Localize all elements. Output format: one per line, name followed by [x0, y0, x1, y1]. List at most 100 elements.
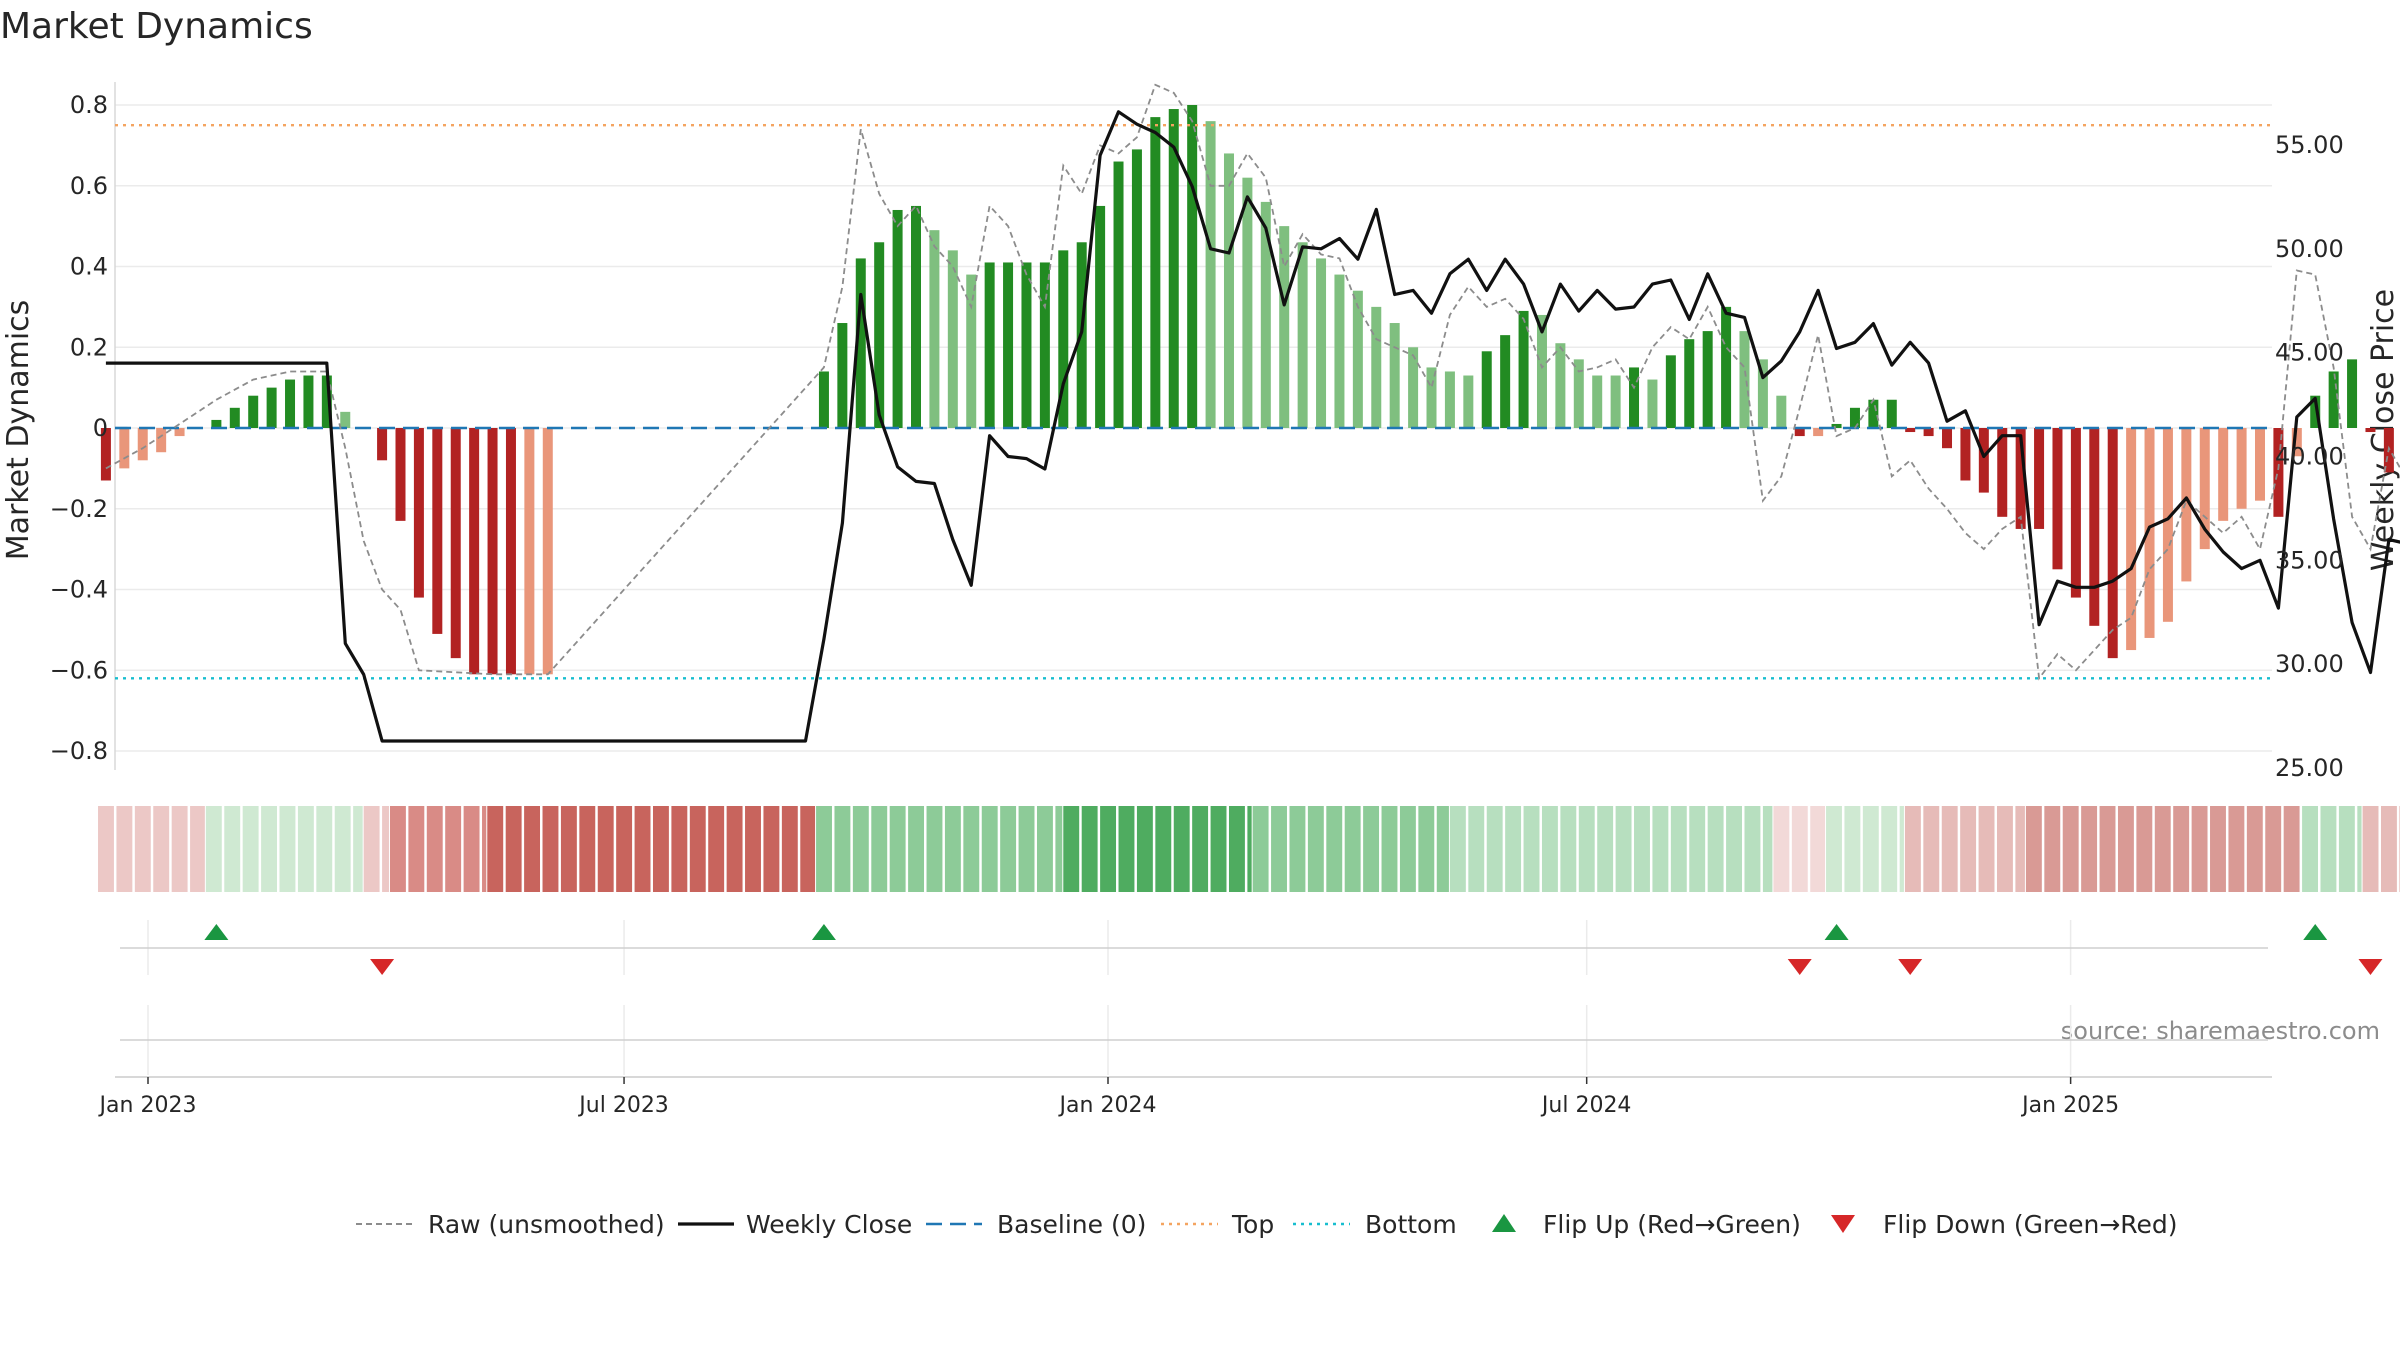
flip-up-marker: [1824, 924, 1849, 940]
regime-stripe: [1247, 806, 1252, 892]
regime-stripe: [1307, 806, 1324, 892]
regime-stripe: [482, 806, 487, 892]
dynamics-bar: [1665, 355, 1676, 428]
legend-label: Baseline (0): [997, 1210, 1146, 1239]
dynamics-bar: [524, 428, 535, 675]
regime-stripe: [2081, 806, 2098, 892]
regime-stripe: [579, 806, 596, 892]
regime-stripe: [800, 806, 816, 892]
y-tick-left: 0.2: [70, 333, 108, 361]
regime-stripe: [1449, 806, 1466, 892]
dynamics-bar: [119, 428, 130, 469]
dynamics-bar: [1960, 428, 1971, 481]
regime-stripe: [2154, 806, 2171, 892]
regime-stripe: [871, 806, 888, 892]
regime-stripe: [190, 806, 205, 892]
flip-down-marker: [370, 959, 395, 975]
regime-stripe: [652, 806, 669, 892]
regime-stripe: [353, 806, 363, 892]
dynamics-bars: [100, 105, 2394, 675]
dynamics-bar: [432, 428, 443, 634]
legend-label: Top: [1231, 1210, 1274, 1239]
dynamics-bar: [395, 428, 406, 521]
legend-label: Bottom: [1365, 1210, 1457, 1239]
regime-stripe: [1271, 806, 1287, 892]
dynamics-bar: [100, 428, 111, 481]
regime-stripe: [2117, 806, 2134, 892]
chart-title: Market Dynamics: [0, 6, 313, 47]
regime-stripe: [242, 806, 259, 892]
dynamics-bar: [1021, 262, 1032, 428]
regime-stripe: [1523, 806, 1540, 892]
raw-line: [105, 83, 2400, 681]
dynamics-bar: [2218, 428, 2229, 521]
raw-series: [105, 83, 2400, 681]
regime-stripe: [834, 806, 851, 892]
y-tick-right: 25.00: [2275, 754, 2344, 782]
regime-stripe: [2246, 806, 2263, 892]
y-axis-label-left: Market Dynamics: [1, 300, 36, 561]
regime-stripe: [1210, 806, 1227, 892]
y-tick-right: 40.00: [2275, 443, 2344, 471]
dynamics-bar: [2144, 428, 2155, 638]
regime-stripe: [363, 806, 380, 892]
y-tick-right: 45.00: [2275, 339, 2344, 367]
regime-stripe: [1960, 806, 1977, 892]
dynamics-bar: [2328, 371, 2339, 428]
dynamics-bar: [266, 387, 277, 428]
regime-stripe: [2025, 806, 2042, 892]
dynamics-bar: [1058, 250, 1069, 428]
regime-stripe: [671, 806, 688, 892]
dynamics-bar: [1739, 331, 1750, 428]
dynamics-bar: [2273, 428, 2284, 517]
regime-stripe: [1036, 806, 1053, 892]
dynamics-bar: [1463, 375, 1474, 428]
regime-stripe: [1192, 806, 1209, 892]
regime-stripe: [1996, 806, 2013, 892]
regime-stripe: [98, 806, 114, 892]
regime-stripe: [816, 806, 832, 892]
dynamics-bar: [2347, 359, 2358, 428]
regime-stripe: [1081, 806, 1098, 892]
regime-stripe: [852, 806, 869, 892]
regime-stripe: [1418, 806, 1435, 892]
dynamics-bar: [1334, 274, 1345, 428]
regime-stripe: [1363, 806, 1380, 892]
legend-label: Flip Up (Red→Green): [1543, 1210, 1801, 1239]
regime-stripe: [2380, 806, 2397, 892]
dynamics-bar: [892, 209, 903, 428]
dynamics-bar: [1555, 343, 1566, 428]
regime-stripe: [2338, 806, 2355, 892]
dynamics-bar: [1868, 399, 1879, 428]
regime-stripe: [2320, 806, 2337, 892]
dynamics-bar: [1997, 428, 2008, 517]
x-tick-label: Jul 2023: [577, 1093, 669, 1118]
regime-stripe: [297, 806, 314, 892]
dynamics-bar: [1316, 258, 1327, 428]
regime-stripe: [153, 806, 170, 892]
dynamics-bar: [2199, 428, 2210, 550]
regime-stripe: [1289, 806, 1306, 892]
dynamics-bar: [1978, 428, 1989, 493]
dynamics-bar: [1500, 335, 1511, 428]
regime-stripe: [134, 806, 151, 892]
regime-stripe: [1344, 806, 1361, 892]
regime-stripe: [1844, 806, 1861, 892]
regime-stripe: [1381, 806, 1398, 892]
dynamics-bar: [542, 428, 553, 675]
regime-stripe: [524, 806, 541, 892]
regime-stripe: [1652, 806, 1669, 892]
dynamics-bar: [1886, 399, 1897, 428]
regime-stripe: [2210, 806, 2226, 892]
dynamics-bar: [984, 262, 995, 428]
regime-stripe: [726, 806, 743, 892]
regime-stripe: [2228, 806, 2245, 892]
regime-stripe: [2362, 806, 2379, 892]
y-tick-left: −0.4: [50, 576, 108, 604]
dynamics-bar: [1205, 121, 1216, 429]
regime-stripe: [1707, 806, 1724, 892]
regime-stripe: [1018, 806, 1035, 892]
regime-stripe: [963, 806, 980, 892]
regime-stripe: [889, 806, 906, 892]
